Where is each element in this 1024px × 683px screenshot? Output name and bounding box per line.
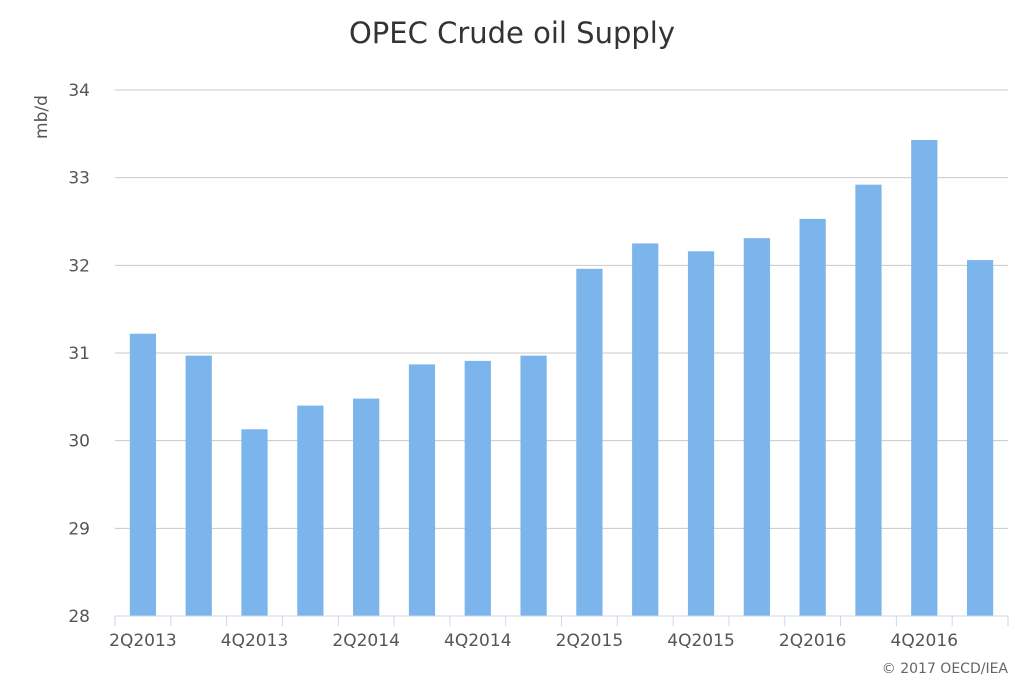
bar (297, 405, 324, 616)
y-tick-label: 30 (68, 432, 90, 452)
y-tick-label: 29 (68, 519, 90, 539)
bar (464, 360, 491, 616)
bars (129, 139, 994, 616)
bar (799, 218, 826, 616)
x-tick-label: 2Q2016 (779, 631, 846, 651)
chart-title: OPEC Crude oil Supply (349, 16, 675, 50)
y-tick-label: 31 (68, 344, 90, 364)
bar (353, 398, 380, 616)
bar (185, 355, 212, 616)
x-tick-label: 2Q2014 (332, 631, 399, 651)
y-tick-label: 33 (68, 169, 90, 189)
bar (520, 355, 547, 616)
bar (241, 429, 268, 616)
bar (743, 238, 770, 616)
y-axis-label: mb/d (32, 95, 52, 139)
x-tick-label: 4Q2014 (444, 631, 511, 651)
credit-text: © 2017 OECD/IEA (882, 661, 1009, 677)
y-tick-label: 32 (68, 256, 90, 276)
bar (855, 184, 882, 616)
bar (408, 364, 436, 616)
bar (576, 268, 603, 616)
y-axis-ticks: 28 29 30 31 32 33 34 (68, 81, 90, 627)
x-tick-label: 2Q2013 (109, 631, 176, 651)
bar (911, 139, 938, 616)
x-axis-ticks: 2Q2013 4Q2013 2Q2014 4Q2014 2Q2015 4Q2015 2Q20… (109, 616, 1009, 651)
x-tick-label: 2Q2015 (556, 631, 623, 651)
bar (966, 260, 994, 616)
x-tick-label: 4Q2016 (891, 631, 958, 651)
y-tick-label: 28 (68, 607, 90, 627)
bar (632, 243, 659, 616)
x-tick-label: 4Q2013 (221, 631, 288, 651)
bar (687, 251, 715, 616)
bar (129, 333, 157, 616)
x-tick-label: 4Q2015 (667, 631, 734, 651)
y-tick-label: 34 (68, 81, 90, 101)
